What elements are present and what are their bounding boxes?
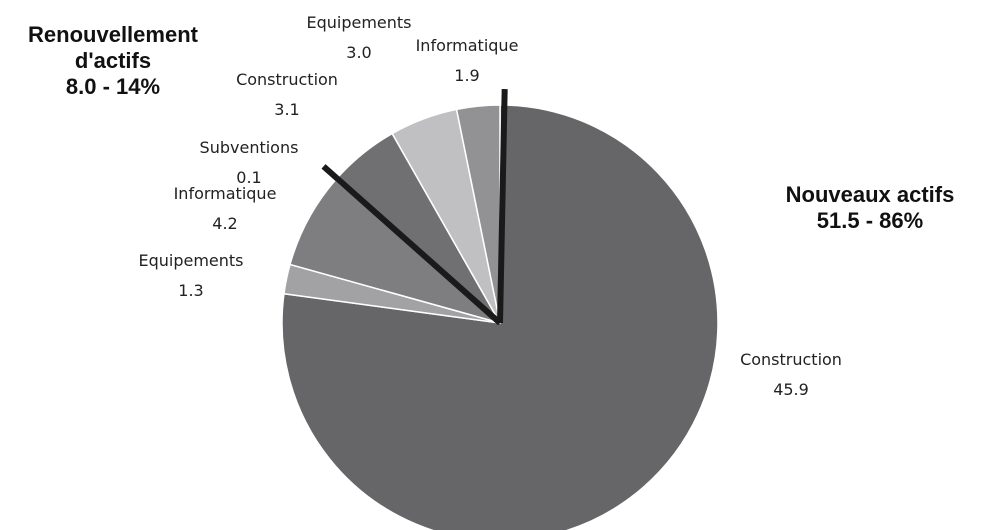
slice-label: Construction 45.9 (740, 345, 842, 405)
slice-label: Subventions 0.1 (200, 133, 299, 193)
group-divider (497, 88, 508, 324)
slice-label: Informatique 4.2 (174, 179, 277, 239)
slice-label: Construction 3.1 (236, 65, 338, 125)
slice-value: 0.1 (236, 168, 262, 187)
slice-value: 1.9 (454, 66, 480, 85)
slice-value: 3.0 (346, 43, 372, 62)
slice-name: Equipements (138, 251, 244, 270)
slice-value: 4.2 (212, 214, 238, 233)
group-name: Renouvellement d'actifs (28, 22, 198, 73)
group-label: Nouveaux actifs 51.5 - 86% (740, 182, 987, 234)
slice-name: Informatique (415, 36, 519, 55)
slice-name: Construction (740, 350, 842, 369)
slice-value: 3.1 (274, 100, 300, 119)
slice-value: 1.3 (178, 281, 204, 300)
slice-name: Subventions (199, 138, 299, 157)
slice-name: Informatique (173, 184, 277, 203)
slice-value: 45.9 (773, 380, 809, 399)
group-value: 51.5 - 86% (816, 208, 924, 233)
slice-name: Construction (236, 70, 338, 89)
group-name: Nouveaux actifs (785, 182, 955, 207)
slice-label: Informatique 1.9 (416, 31, 519, 91)
pie-slice (455, 104, 501, 324)
group-label: Renouvellement d'actifs 8.0 - 14% (13, 22, 213, 100)
slice-name: Equipements (306, 13, 412, 32)
group-value: 8.0 - 14% (65, 74, 161, 99)
group-divider (321, 164, 502, 326)
slice-label: Equipements 3.0 (306, 8, 411, 68)
slice-label: Equipements 1.3 (138, 246, 243, 306)
